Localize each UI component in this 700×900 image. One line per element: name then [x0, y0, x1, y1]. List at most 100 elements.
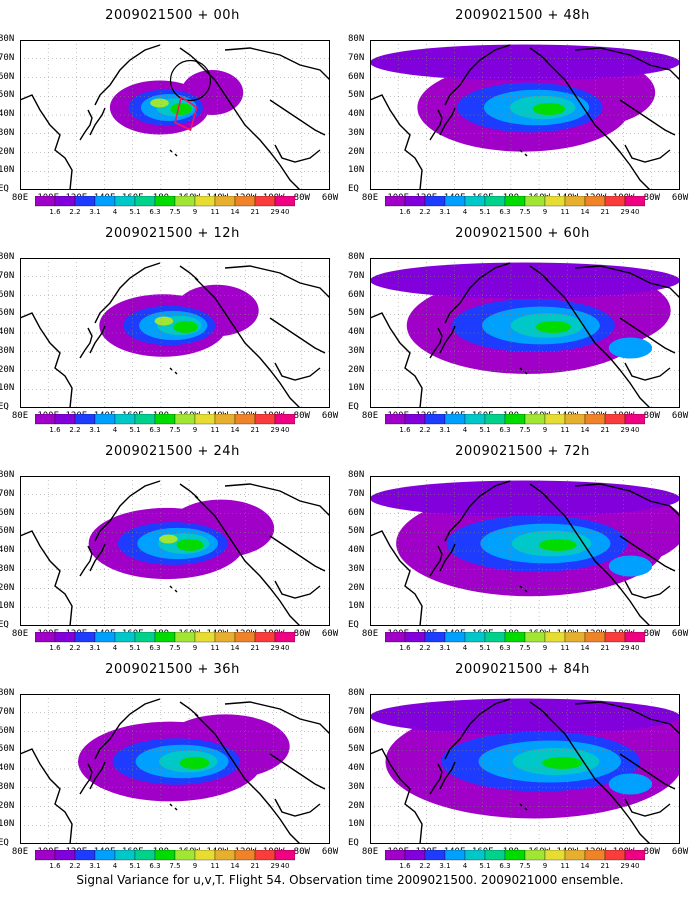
colorbar-level-label: 29 [620, 426, 630, 434]
colorbar-swatch [604, 850, 626, 861]
colorbar-swatch [154, 196, 176, 207]
latitude-label: 60N [0, 507, 15, 518]
colorbar-swatch [174, 850, 196, 861]
signal-variance-map [370, 476, 680, 626]
colorbar-level-label: 7.5 [169, 644, 181, 652]
colorbar-level-label: 1.6 [49, 208, 61, 216]
colorbar-swatch [114, 196, 136, 207]
map-panel: 2009021500 + 24h 80N 70N 60N 50N 40N 30N 20N 10N… [0, 444, 345, 654]
panel-title: 2009021500 + 84h [455, 662, 590, 677]
longitude-label: 60W [321, 629, 339, 639]
latitude-label: 40N [0, 763, 15, 773]
latitude-label: 80N [348, 470, 365, 480]
latitude-label: EQ [348, 620, 359, 630]
colorbar-swatch [274, 632, 295, 643]
colorbar-level-label: 7.5 [519, 862, 531, 870]
signal-variance-map [20, 258, 330, 408]
latitude-label: EQ [348, 838, 359, 848]
colorbar-level-label: 4 [112, 208, 118, 216]
variance-contour [370, 44, 680, 81]
colorbar-swatch [35, 632, 56, 643]
variance-contour [608, 555, 653, 577]
colorbar-swatch [274, 414, 295, 425]
colorbar-level-label: 1.6 [49, 644, 61, 652]
map-panel: 2009021500 + 72h 80N 70N 60N 50N 40N 30N 20N 10N… [348, 444, 695, 654]
colorbar-level-label: 1.6 [399, 208, 411, 216]
colorbar-swatch [504, 632, 526, 643]
latitude-label: 80N [0, 470, 15, 480]
colorbar-swatch [464, 632, 486, 643]
colorbar-swatch [274, 196, 295, 207]
longitude-label: 80W [293, 411, 310, 421]
colorbar-level-label: 5.1 [479, 208, 491, 216]
colorbar-swatch [524, 632, 546, 643]
latitude-label: 50N [0, 526, 15, 537]
colorbar [35, 196, 295, 207]
colorbar-swatch [254, 850, 276, 861]
panel-title: 2009021500 + 36h [105, 662, 240, 677]
colorbar-swatch [214, 196, 236, 207]
colorbar-swatch [74, 850, 96, 861]
colorbar-level-label: 1.6 [49, 862, 61, 870]
colorbar-swatch [194, 196, 216, 207]
signal-variance-map [20, 694, 330, 844]
colorbar-level-label: 4 [462, 862, 468, 870]
colorbar-level-label: 6.3 [149, 426, 161, 434]
colorbar-swatch [385, 632, 406, 643]
colorbar-swatch [564, 850, 586, 861]
colorbar-level-label: 40 [280, 644, 290, 652]
panel-title: 2009021500 + 72h [455, 444, 590, 459]
colorbar-level-label: 4 [462, 644, 468, 652]
colorbar-level-label: 9 [192, 208, 198, 216]
colorbar-level-label: 4 [112, 426, 118, 434]
colorbar-swatch [74, 414, 96, 425]
colorbar-swatch [584, 632, 606, 643]
latitude-label: 40N [348, 545, 365, 555]
colorbar-level-label: 5.1 [129, 644, 141, 652]
colorbar [385, 414, 645, 425]
colorbar-swatch [624, 196, 645, 207]
longitude-label: 80E [361, 629, 379, 639]
latitude-label: 40N [0, 109, 15, 119]
colorbar-swatch [584, 196, 606, 207]
latitude-label: 70N [0, 270, 15, 281]
colorbar-swatch [54, 196, 76, 207]
latitude-label: 30N [0, 563, 15, 574]
flight-track [174, 95, 198, 132]
colorbar-swatch [214, 850, 236, 861]
colorbar-swatch [404, 196, 426, 207]
latitude-label: 10N [348, 383, 365, 394]
variance-contour [608, 337, 653, 359]
latitude-label: 20N [0, 582, 15, 593]
colorbar-swatch [174, 196, 196, 207]
colorbar-level-label: 40 [630, 208, 640, 216]
colorbar-level-label: 11 [560, 862, 570, 870]
figure-caption: Signal Variance for u,v,T. Flight 54. Ob… [76, 873, 624, 887]
latitude-label: 30N [0, 345, 15, 356]
colorbar-swatch [154, 850, 176, 861]
colorbar-level-label: 29 [270, 208, 280, 216]
longitude-label: 80E [361, 193, 379, 203]
colorbar-swatch [624, 850, 645, 861]
latitude-label: 20N [0, 364, 15, 375]
colorbar-swatch [424, 414, 446, 425]
latitude-label: 80N [348, 688, 365, 698]
colorbar-level-label: 14 [230, 644, 240, 652]
colorbar-level-label: 29 [620, 208, 630, 216]
panel-title: 2009021500 + 00h [105, 8, 240, 23]
colorbar-swatch [524, 414, 546, 425]
colorbar-swatch [234, 196, 256, 207]
colorbar-level-label: 3.1 [89, 208, 101, 216]
colorbar-swatch [504, 850, 526, 861]
colorbar-swatch [504, 196, 526, 207]
longitude-label: 60W [671, 847, 689, 857]
colorbar-level-label: 14 [230, 862, 240, 870]
colorbar [385, 632, 645, 643]
latitude-label: 20N [0, 800, 15, 811]
verification-region [169, 59, 212, 102]
colorbar-swatch [484, 414, 506, 425]
colorbar-swatch [524, 850, 546, 861]
variance-contour [150, 98, 169, 108]
colorbar-level-label: 5.1 [479, 426, 491, 434]
longitude-label: 80W [643, 193, 660, 203]
